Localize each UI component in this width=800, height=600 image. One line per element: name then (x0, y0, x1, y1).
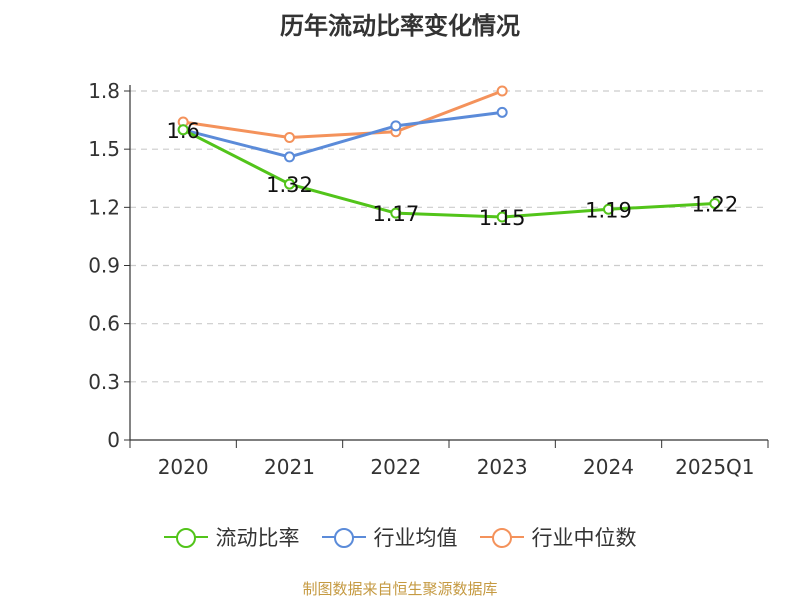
legend-label: 流动比率 (215, 526, 300, 550)
y-tick-label: 0 (107, 428, 120, 452)
data-point (284, 151, 295, 163)
legend-marker-icon (479, 527, 524, 548)
data-label: 1.22 (691, 192, 738, 216)
data-point (284, 132, 295, 144)
data-label: 1.17 (372, 202, 419, 226)
y-tick-label: 0.9 (88, 254, 120, 278)
series-line (182, 128, 715, 219)
source-note: 制图数据来自恒生聚源数据库 (302, 580, 498, 598)
legend-item-industry-median[interactable]: 行业中位数 (479, 522, 637, 552)
x-tick-label: 2020 (158, 455, 209, 479)
legend-label: 行业中位数 (531, 526, 637, 550)
legend-item-current-ratio[interactable]: 流动比率 (163, 522, 300, 552)
legend-marker-icon (163, 527, 208, 548)
data-point (390, 120, 402, 132)
series-line (182, 89, 503, 140)
legend-marker-icon (321, 527, 366, 548)
data-point (496, 106, 508, 118)
y-tick-label: 1.5 (88, 137, 120, 161)
data-label: 1.6 (166, 119, 199, 143)
y-tick-label: 1.8 (88, 79, 120, 103)
data-label: 1.32 (266, 173, 313, 197)
y-tick-label: 0.6 (88, 312, 120, 336)
y-tick-label: 1.2 (88, 195, 120, 219)
data-point (496, 211, 508, 223)
data-point (390, 207, 402, 219)
legend-item-industry-mean[interactable]: 行业均值 (321, 522, 458, 552)
x-tick-label: 2025Q1 (675, 455, 754, 479)
series-line (182, 110, 503, 159)
legend-label: 行业均值 (373, 526, 458, 550)
data-point (709, 197, 721, 209)
x-tick-label: 2021 (264, 455, 315, 479)
data-point (603, 203, 614, 215)
data-point (284, 178, 295, 190)
data-point (177, 124, 189, 136)
y-tick-label: 0.3 (88, 370, 120, 394)
x-tick-label: 2024 (583, 455, 634, 479)
data-point (496, 85, 508, 97)
chart-title: 历年流动比率变化情况 (280, 12, 520, 40)
data-label: 1.15 (479, 206, 526, 230)
data-label: 1.19 (585, 198, 632, 222)
x-tick-label: 2023 (477, 455, 528, 479)
x-tick-label: 2022 (370, 455, 421, 479)
legend: 流动比率 行业均值 行业中位数 (0, 522, 800, 552)
